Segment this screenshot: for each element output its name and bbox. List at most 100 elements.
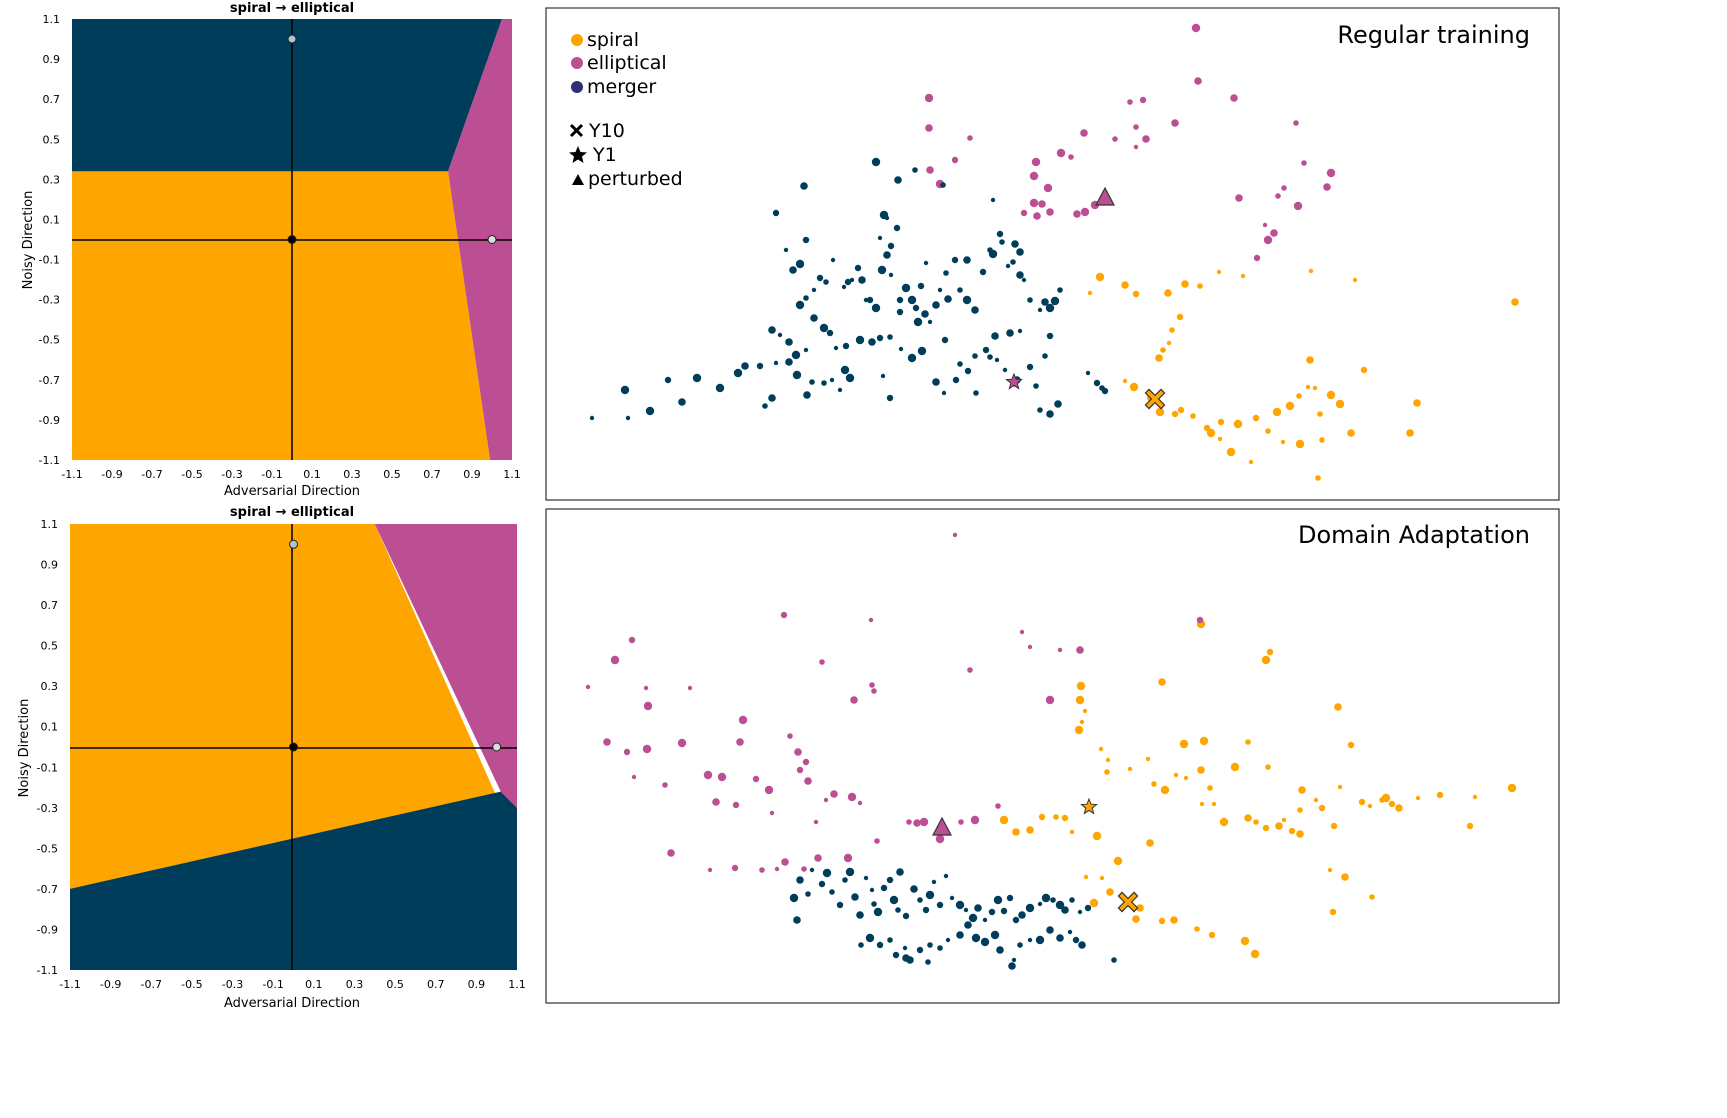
spiral-point <box>1245 739 1251 745</box>
spiral-point <box>1099 875 1105 881</box>
merger-point <box>809 379 815 385</box>
perturbed-marker <box>1095 186 1115 206</box>
spiral-point <box>1170 916 1178 924</box>
y-tick-label: -1.1 <box>37 964 58 977</box>
spiral-point <box>1207 785 1213 791</box>
merger-point <box>896 868 904 876</box>
merger-point <box>1025 903 1035 913</box>
spiral-point <box>1129 382 1139 392</box>
embedding-scatter-domain-adaptation: Domain Adaptation <box>545 508 1560 1004</box>
merger-point <box>937 287 943 293</box>
y-tick-label: -0.3 <box>37 802 58 815</box>
merger-point <box>1018 911 1026 919</box>
elliptical-point <box>603 738 611 746</box>
panel-frame <box>545 7 1560 501</box>
merger-point <box>964 367 972 375</box>
elliptical-point <box>1043 183 1053 193</box>
y-axis-label: Noisy Direction <box>17 699 32 798</box>
merger-point <box>956 931 964 939</box>
spiral-point <box>1261 655 1271 665</box>
merger-point <box>802 236 810 244</box>
merger-point <box>1054 400 1062 408</box>
spiral-point <box>1367 803 1373 809</box>
star-marker-icon <box>569 146 587 163</box>
merger-point <box>805 891 811 897</box>
merger-point <box>949 895 955 901</box>
elliptical-point <box>1326 168 1336 178</box>
x-tick-label: -1.1 <box>59 978 80 991</box>
merger-point <box>993 895 1003 905</box>
merger-point <box>1078 941 1086 949</box>
merger-point <box>1050 296 1060 306</box>
merger-point <box>1084 904 1092 912</box>
spiral-point <box>1105 757 1111 763</box>
elliptical-point <box>1253 254 1261 262</box>
x-tick-label: 0.3 <box>346 978 364 991</box>
x-tick-label: -0.3 <box>222 978 243 991</box>
x-tick-label: 0.9 <box>463 468 481 481</box>
merger-point <box>789 893 799 903</box>
spiral-point <box>1240 273 1246 279</box>
spiral-point <box>1160 785 1170 795</box>
spiral-point <box>1275 822 1283 830</box>
elliptical-point <box>623 748 631 756</box>
elliptical-point <box>847 792 857 802</box>
spiral-region <box>72 171 490 460</box>
elliptical-point <box>738 715 748 725</box>
merger-point <box>990 930 1000 940</box>
spiral-point <box>1313 797 1319 803</box>
elliptical-point <box>1133 144 1139 150</box>
merger-point <box>1011 957 1017 963</box>
merger-point <box>962 295 972 305</box>
elliptical-point <box>1046 208 1054 216</box>
spiral-point <box>1012 828 1020 836</box>
merger-point <box>943 270 949 276</box>
x-tick-label: 1.1 <box>503 468 521 481</box>
elliptical-point <box>857 800 863 806</box>
elliptical-point <box>1020 209 1028 217</box>
y-tick-label: 0.3 <box>43 173 61 186</box>
elliptical-point <box>906 819 912 825</box>
direction-point <box>287 235 297 244</box>
spiral-point <box>1281 817 1287 823</box>
merger-point <box>944 295 952 303</box>
elliptical-point <box>707 867 713 873</box>
merger-point <box>902 945 908 951</box>
merger-point <box>1072 936 1080 944</box>
merger-point <box>836 901 844 909</box>
merger-point <box>826 329 834 337</box>
panel-title: Regular training <box>1337 21 1530 49</box>
spiral-point <box>1415 795 1421 801</box>
merger-point <box>733 368 743 378</box>
merger-point <box>901 283 911 293</box>
merger-point <box>741 362 749 370</box>
merger-point <box>849 277 855 283</box>
spiral-point <box>1305 384 1311 390</box>
merger-point <box>974 904 982 912</box>
x-tick-label: -0.1 <box>261 468 282 481</box>
spiral-point <box>1217 418 1225 426</box>
spiral-point <box>1211 801 1217 807</box>
merger-point <box>809 867 815 873</box>
spiral-point <box>1089 898 1099 908</box>
merger-point <box>756 362 764 370</box>
merger-point <box>917 897 923 903</box>
x-tick-label: 0.7 <box>427 978 445 991</box>
spiral-point <box>1230 762 1240 772</box>
merger-point <box>818 880 826 888</box>
merger-point <box>887 334 893 340</box>
triangle-marker-icon <box>572 174 584 185</box>
elliptical-point <box>1293 120 1299 126</box>
spiral-point <box>1171 410 1179 418</box>
y-tick-label: 1.1 <box>43 13 61 26</box>
spiral-point <box>1158 678 1166 686</box>
x-axis-label: Adversarial Direction <box>224 484 360 499</box>
spiral-point <box>1347 741 1355 749</box>
spiral-point <box>1121 281 1129 289</box>
x-tick-label: 0.9 <box>468 978 486 991</box>
elliptical-point <box>687 685 693 691</box>
merger-point <box>877 265 887 275</box>
perturbed-marker <box>932 816 952 836</box>
elliptical-point <box>1029 171 1039 181</box>
x-tick-label: -0.5 <box>181 978 202 991</box>
